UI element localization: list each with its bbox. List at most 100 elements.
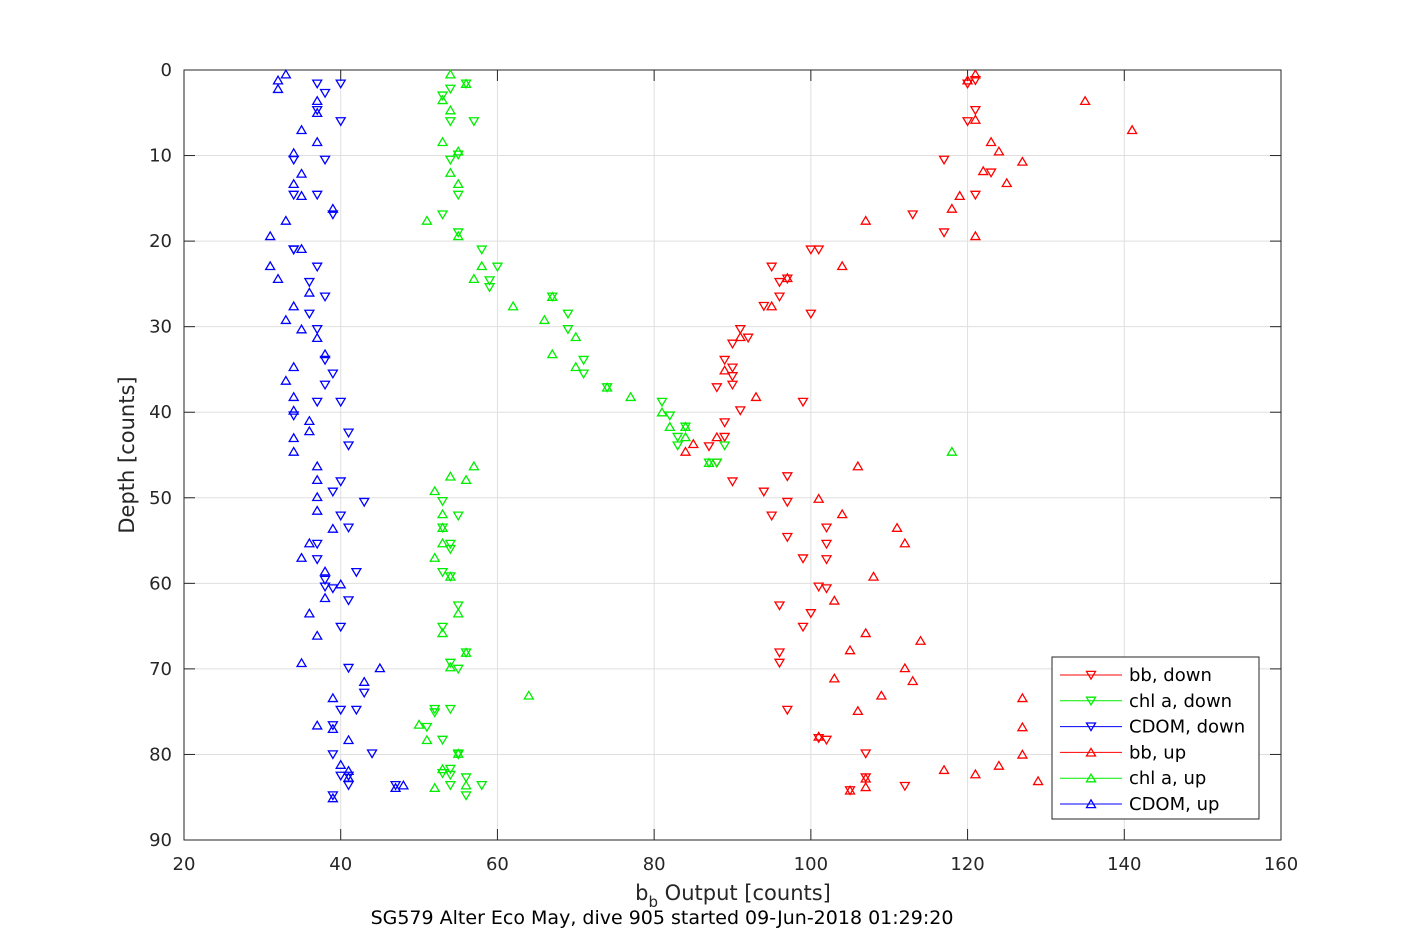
data-point	[444, 658, 457, 669]
data-point	[303, 415, 316, 426]
data-point	[350, 705, 363, 716]
data-point	[444, 167, 457, 177]
data-point	[444, 764, 457, 775]
data-point	[993, 760, 1005, 770]
data-point	[327, 792, 339, 803]
data-point	[860, 781, 872, 792]
x-tick-label: 80	[643, 854, 666, 875]
y-tick-label: 20	[149, 231, 172, 252]
data-point	[444, 471, 457, 481]
data-point	[452, 190, 464, 201]
data-point	[350, 567, 363, 578]
data-point	[264, 260, 276, 271]
data-point	[813, 731, 825, 741]
data-point	[977, 165, 989, 176]
data-point	[664, 411, 676, 421]
data-point	[452, 607, 464, 618]
data-point	[758, 487, 770, 498]
data-point	[452, 601, 464, 611]
data-point	[914, 635, 927, 645]
data-point	[828, 672, 841, 683]
data-point	[460, 773, 472, 783]
data-point	[311, 95, 323, 106]
data-point	[672, 432, 684, 443]
data-point	[358, 676, 370, 686]
legend-marker	[1085, 722, 1097, 732]
data-point	[969, 76, 982, 86]
data-point	[436, 496, 449, 507]
y-tick-label: 50	[149, 488, 172, 509]
data-point	[280, 314, 292, 325]
data-point	[758, 301, 770, 312]
data-point	[319, 155, 331, 166]
data-point	[436, 763, 449, 774]
data-point	[836, 260, 848, 271]
data-point	[679, 446, 692, 456]
data-point	[319, 348, 331, 359]
data-point	[444, 704, 457, 715]
data-point	[327, 523, 339, 533]
data-point	[436, 210, 449, 220]
data-point	[288, 300, 300, 311]
legend-entries: bb, down chl a, down CDOM, down bb, up chl a…	[1060, 665, 1245, 815]
data-point	[311, 262, 323, 273]
data-point	[327, 721, 339, 731]
data-point	[570, 361, 582, 372]
data-point	[264, 230, 276, 241]
data-point	[342, 523, 355, 534]
x-tick-label: 120	[950, 854, 984, 875]
data-point	[288, 432, 300, 443]
data-point	[899, 781, 911, 792]
data-point	[436, 622, 449, 633]
legend-label: CDOM, up	[1129, 794, 1219, 815]
data-point	[358, 497, 370, 508]
data-point	[366, 749, 378, 759]
data-point	[1126, 124, 1138, 135]
data-point	[342, 772, 355, 782]
data-point	[311, 460, 323, 471]
data-point	[726, 477, 739, 487]
data-point	[993, 145, 1005, 156]
x-tick-label: 20	[173, 854, 196, 875]
data-point	[327, 723, 339, 734]
data-point	[507, 300, 519, 311]
data-point	[436, 735, 449, 746]
data-point	[577, 355, 590, 366]
data-point	[1016, 156, 1029, 166]
data-point	[444, 68, 457, 79]
data-point	[781, 705, 793, 716]
data-point	[961, 117, 974, 127]
data-point	[444, 539, 457, 550]
data-point	[452, 145, 464, 156]
data-point	[335, 622, 347, 633]
data-point	[272, 83, 284, 94]
data-point	[311, 630, 323, 640]
data-point	[288, 446, 300, 456]
series-cdom-up	[264, 68, 410, 803]
data-point	[750, 391, 762, 402]
legend: bb, down chl a, down CDOM, down bb, up chl a…	[1051, 656, 1260, 820]
data-point	[311, 397, 323, 408]
data-point	[311, 491, 323, 502]
data-point	[303, 607, 316, 618]
data-point	[546, 291, 558, 301]
data-point	[303, 287, 316, 297]
data-point	[436, 567, 449, 578]
data-point	[444, 117, 457, 127]
data-point	[295, 243, 308, 254]
data-point	[836, 508, 848, 519]
y-tick-label: 30	[149, 317, 172, 338]
data-point	[742, 333, 754, 344]
legend-marker	[1085, 696, 1097, 707]
data-point	[781, 472, 793, 482]
data-point	[311, 190, 323, 201]
data-point	[311, 720, 323, 730]
data-point	[969, 190, 982, 201]
data-point	[311, 107, 323, 118]
legend-label: chl a, down	[1129, 691, 1232, 712]
data-point	[335, 705, 347, 716]
data-point	[327, 692, 339, 703]
data-point	[773, 292, 786, 303]
data-point	[436, 136, 449, 147]
data-point	[319, 88, 331, 99]
